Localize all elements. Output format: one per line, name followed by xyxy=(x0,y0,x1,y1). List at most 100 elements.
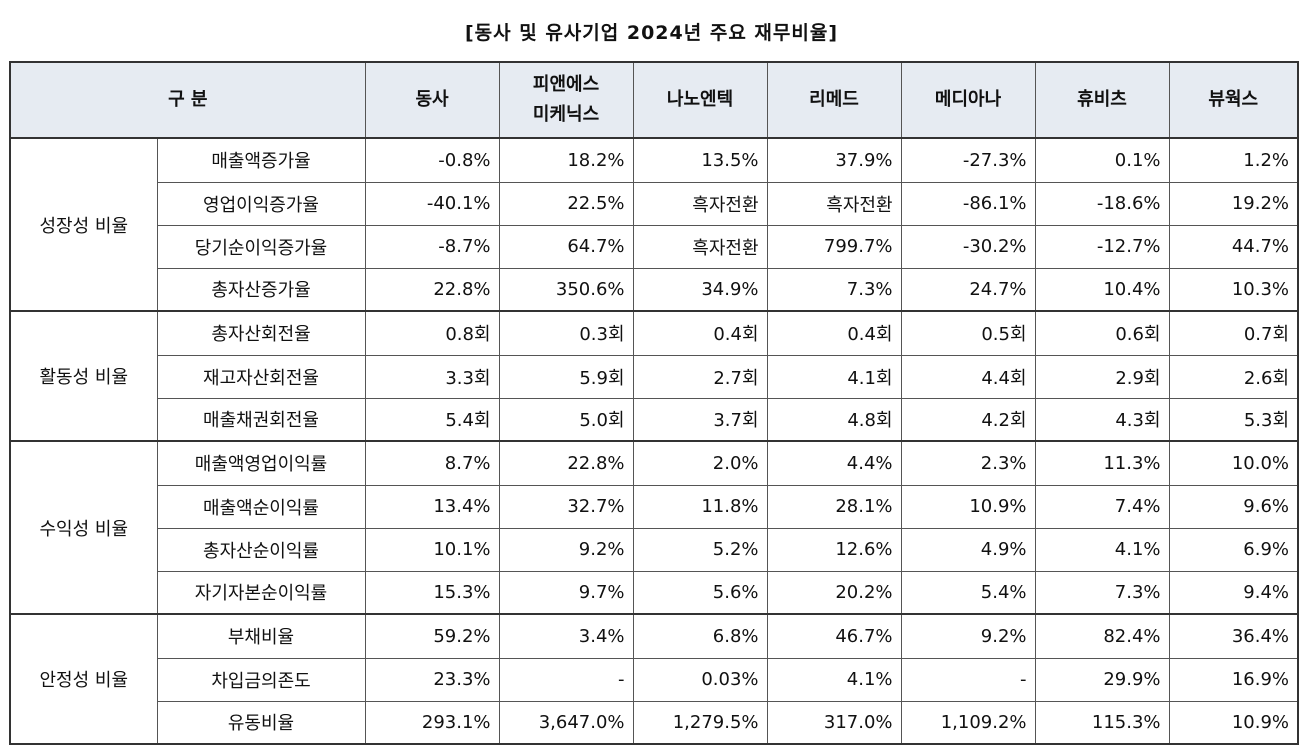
ratio-value-cell: 32.7% xyxy=(498,484,634,529)
ratio-value-cell: -8.7% xyxy=(364,224,500,269)
company-name-line: 동사 xyxy=(415,89,449,110)
ratio-value-cell: 0.6회 xyxy=(1034,310,1170,356)
ratio-value-cell: 5.4% xyxy=(900,570,1036,615)
ratio-value-cell: -40.1% xyxy=(364,181,500,226)
ratio-section: 활동성 비율 총자산회전율 0.8회 0.3회 0.4회 0.4회 0.5회 0.6회 0.7회… xyxy=(9,310,1299,442)
ratio-value-cell: 293.1% xyxy=(364,700,500,745)
ratio-value-cell: 23.3% xyxy=(364,657,500,702)
ratio-value-cell: 1.2% xyxy=(1168,137,1299,183)
company-header: 나노엔텍 xyxy=(632,61,768,139)
ratio-value-cell: 59.2% xyxy=(364,613,500,659)
ratio-value-cell: 10.4% xyxy=(1034,267,1170,312)
ratio-value-cell: 4.4회 xyxy=(900,354,1036,399)
ratio-value-cell: 0.4회 xyxy=(766,310,902,356)
ratio-value-cell: 0.8회 xyxy=(364,310,500,356)
ratio-value-cell: 4.9% xyxy=(900,527,1036,572)
ratio-value-cell: - xyxy=(900,657,1036,702)
ratio-label: 부채비율 xyxy=(156,613,366,659)
ratio-value-cell: 799.7% xyxy=(766,224,902,269)
ratio-value-cell: 11.8% xyxy=(632,484,768,529)
ratio-value-cell: 2.6회 xyxy=(1168,354,1299,399)
company-name-line: 메디아나 xyxy=(934,89,1002,110)
ratio-value-cell: 2.3% xyxy=(900,440,1036,486)
ratio-value-cell: 37.9% xyxy=(766,137,902,183)
company-header: 동사 xyxy=(364,61,500,139)
company-name-line: 휴비츠 xyxy=(1077,89,1127,110)
ratio-value-cell: 46.7% xyxy=(766,613,902,659)
section-group-label: 성장성 비율 xyxy=(9,137,158,312)
ratio-value-cell: 20.2% xyxy=(766,570,902,615)
table-row: 재고자산회전율 3.3회 5.9회 2.7회 4.1회 4.4회 2.9회 2.6회 xyxy=(10,354,1299,399)
table-row: 총자산증가율 22.8% 350.6% 34.9% 7.3% 24.7% 10.4% 10.3… xyxy=(10,267,1299,312)
table-row: 안정성 비율 부채비율 59.2% 3.4% 6.8% 46.7% 9.2% 82.4% 36.… xyxy=(9,613,1299,745)
ratio-value-cell: 1,279.5% xyxy=(632,700,768,745)
ratio-value-cell: 0.03% xyxy=(632,657,768,702)
ratio-label: 매출액영업이익률 xyxy=(156,440,366,486)
table-row: 활동성 비율 총자산회전율 0.8회 0.3회 0.4회 0.4회 0.5회 0.6회 0.7회 xyxy=(9,310,1299,442)
ratio-value-cell: 12.6% xyxy=(766,527,902,572)
ratio-section: 수익성 비율 매출액영업이익률 8.7% 22.8% 2.0% 4.4% 2.3% 11.3%… xyxy=(9,440,1299,615)
company-name-line: 리메드 xyxy=(809,89,859,110)
ratio-value-cell: 0.4회 xyxy=(632,310,768,356)
ratio-value-cell: 5.2% xyxy=(632,527,768,572)
ratio-section: 성장성 비율 매출액증가율 -0.8% 18.2% 13.5% 37.9% -27.3% 0.… xyxy=(9,137,1299,312)
ratio-value-cell: 4.1% xyxy=(766,657,902,702)
ratio-label: 차입금의존도 xyxy=(156,657,366,702)
table-title: [동사 및 유사기업 2024년 주요 재무비율] xyxy=(464,22,839,44)
header-row: 구 분 동사 피앤에스 미케닉스 나노엔텍 리메드 메디아나 휴비츠 뷰웍스 xyxy=(9,61,1299,139)
company-name-line: 피앤에스 xyxy=(532,74,600,95)
ratio-value-cell: 7.4% xyxy=(1034,484,1170,529)
ratio-value-cell: 317.0% xyxy=(766,700,902,745)
financial-ratio-table: 구 분 동사 피앤에스 미케닉스 나노엔텍 리메드 메디아나 휴비츠 뷰웍스 성장성 비율 매출… xyxy=(9,61,1300,745)
ratio-value-cell: 2.0% xyxy=(632,440,768,486)
ratio-value-cell: 15.3% xyxy=(364,570,500,615)
table-row: 매출액순이익률 13.4% 32.7% 11.8% 28.1% 10.9% 7.4% 9.6% xyxy=(10,484,1299,529)
ratio-value-cell: 2.9회 xyxy=(1034,354,1170,399)
ratio-value-cell: 7.3% xyxy=(1034,570,1170,615)
category-header: 구 분 xyxy=(9,61,366,139)
ratio-value-cell: -0.8% xyxy=(364,137,500,183)
table-row: 차입금의존도 23.3% -0.03% 4.1% -29.9% 16.9% xyxy=(10,657,1299,702)
ratio-value-cell: 4.2회 xyxy=(900,397,1036,442)
ratio-value-cell: 9.7% xyxy=(498,570,634,615)
ratio-value-cell: 5.6% xyxy=(632,570,768,615)
ratio-label: 매출채권회전율 xyxy=(156,397,366,442)
ratio-value-cell: -12.7% xyxy=(1034,224,1170,269)
table-row: 총자산순이익률 10.1% 9.2% 5.2% 12.6% 4.9% 4.1% 6.9% xyxy=(10,527,1299,572)
ratio-value-cell: 9.2% xyxy=(498,527,634,572)
company-header: 메디아나 xyxy=(900,61,1036,139)
table-row: 유동비율 293.1% 3,647.0% 1,279.5% 317.0% 1,109.2%… xyxy=(10,700,1299,745)
ratio-value-cell: 9.6% xyxy=(1168,484,1299,529)
ratio-label: 총자산순이익률 xyxy=(156,527,366,572)
ratio-value-cell: 29.9% xyxy=(1034,657,1170,702)
ratio-value-cell: 6.8% xyxy=(632,613,768,659)
ratio-value-cell: 64.7% xyxy=(498,224,634,269)
ratio-value-cell: 0.3회 xyxy=(498,310,634,356)
ratio-label: 영업이익증가율 xyxy=(156,181,366,226)
ratio-value-cell: 5.3회 xyxy=(1168,397,1299,442)
section-group-label: 수익성 비율 xyxy=(9,440,158,615)
ratio-value-cell: 7.3% xyxy=(766,267,902,312)
ratio-label: 자기자본순이익률 xyxy=(156,570,366,615)
ratio-value-cell: 3,647.0% xyxy=(498,700,634,745)
ratio-value-cell: 흑자전환 xyxy=(632,181,768,226)
ratio-label: 재고자산회전율 xyxy=(156,354,366,399)
ratio-value-cell: 8.7% xyxy=(364,440,500,486)
ratio-value-cell: 350.6% xyxy=(498,267,634,312)
ratio-value-cell: 10.1% xyxy=(364,527,500,572)
company-header: 리메드 xyxy=(766,61,902,139)
ratio-value-cell: 흑자전환 xyxy=(766,181,902,226)
ratio-value-cell: 13.4% xyxy=(364,484,500,529)
section-group-label: 활동성 비율 xyxy=(9,310,158,442)
ratio-value-cell: 44.7% xyxy=(1168,224,1299,269)
company-name-line: 미케닉스 xyxy=(532,104,600,125)
ratio-value-cell: 1,109.2% xyxy=(900,700,1036,745)
ratio-value-cell: 22.8% xyxy=(364,267,500,312)
ratio-value-cell: 4.8회 xyxy=(766,397,902,442)
ratio-value-cell: 16.9% xyxy=(1168,657,1299,702)
ratio-value-cell: - xyxy=(498,657,634,702)
ratio-value-cell: 11.3% xyxy=(1034,440,1170,486)
ratio-value-cell: 2.7회 xyxy=(632,354,768,399)
ratio-value-cell: 18.2% xyxy=(498,137,634,183)
